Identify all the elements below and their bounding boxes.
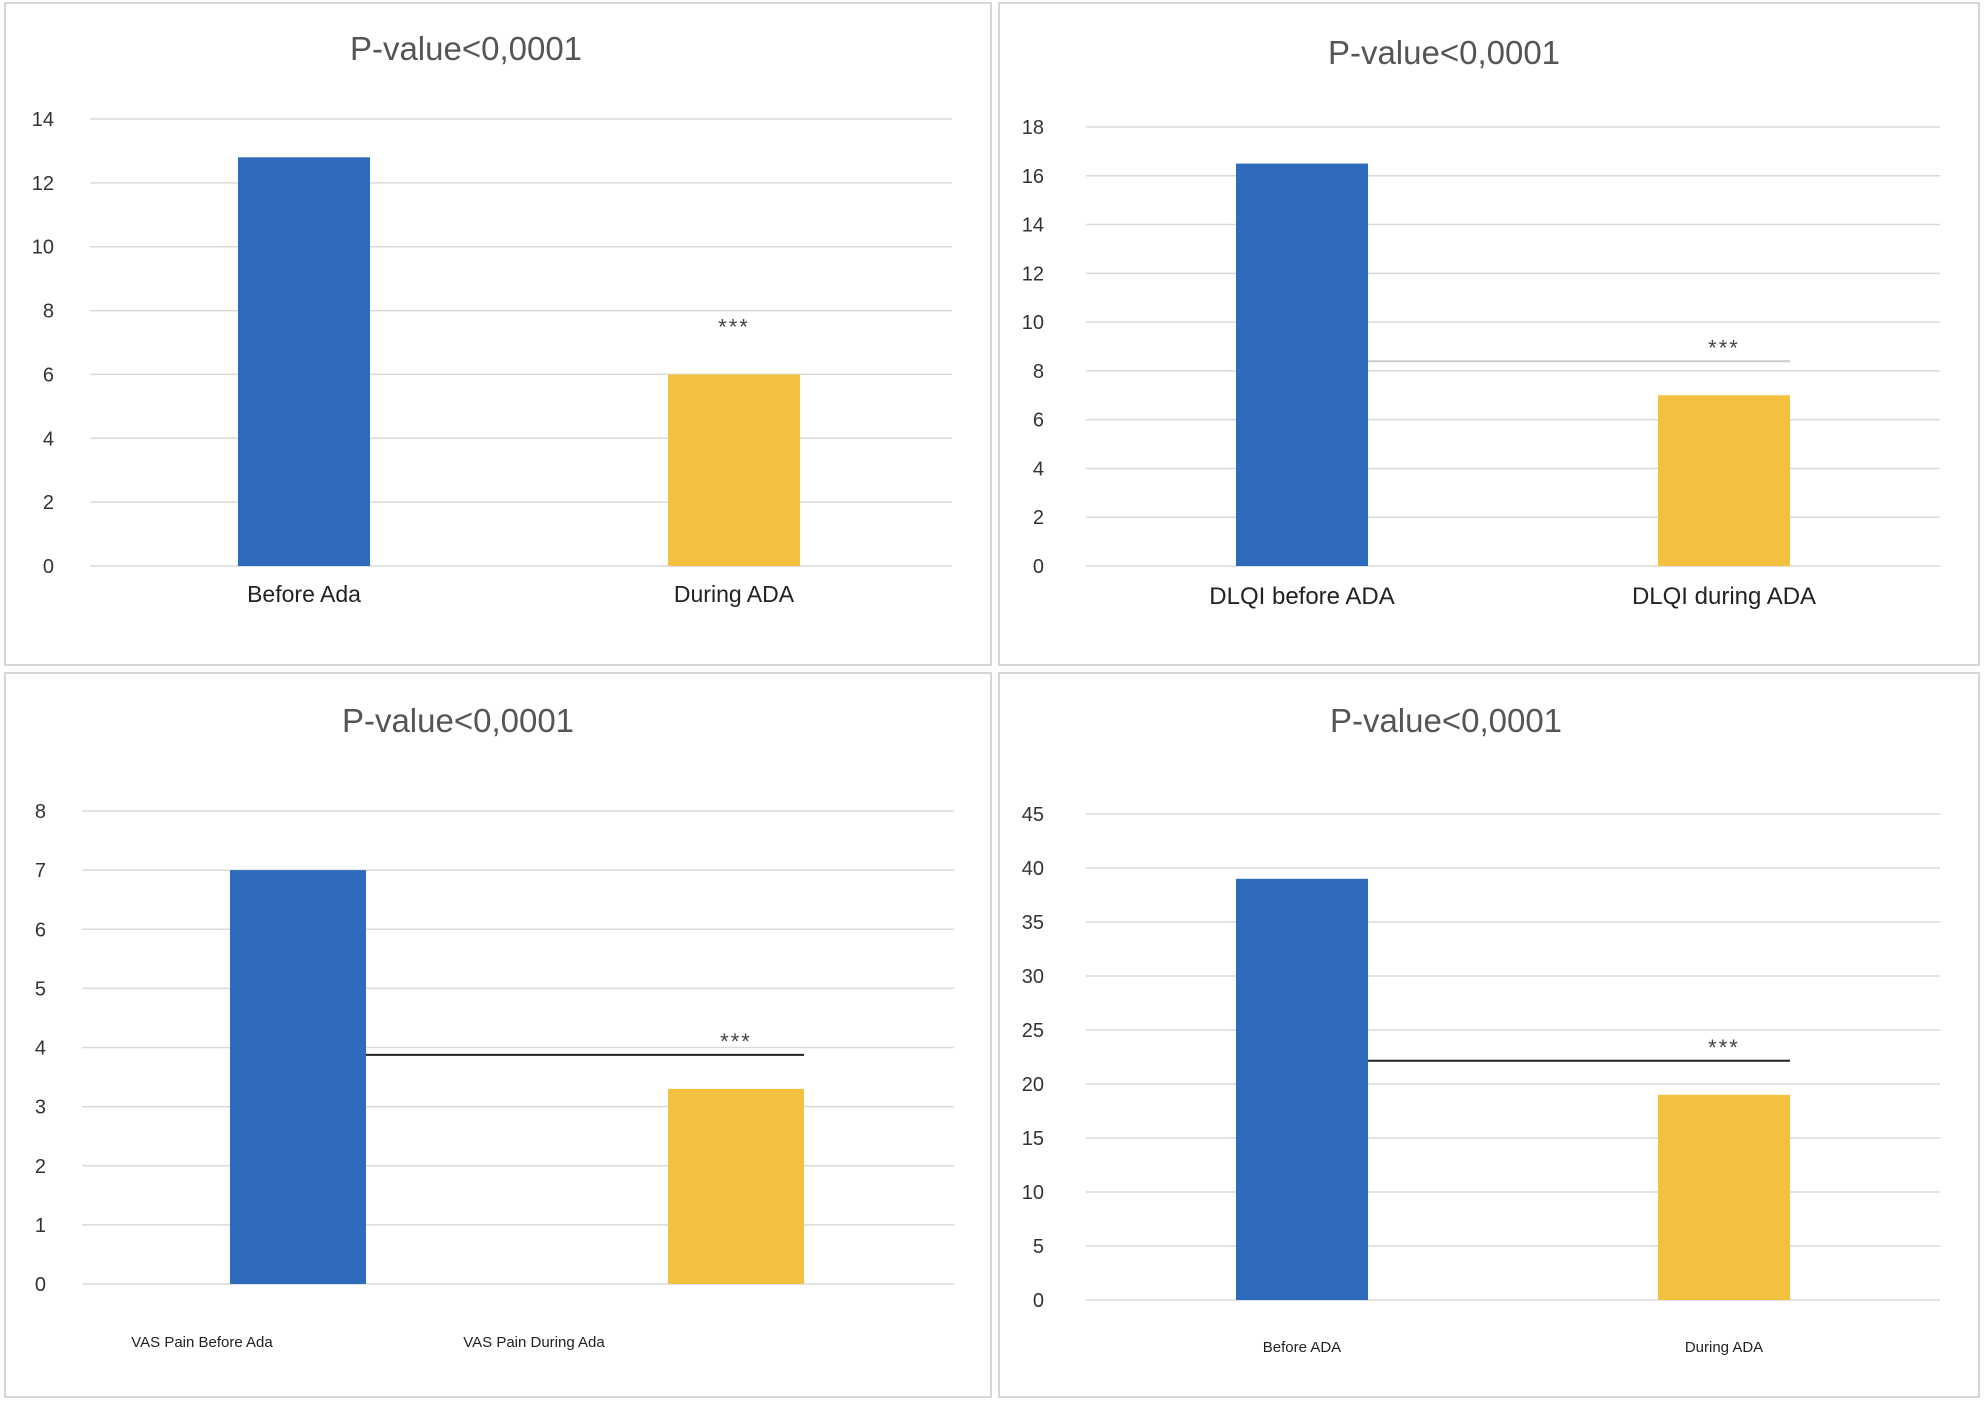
y-tick-label: 6 — [35, 919, 46, 941]
significance-marker: *** — [720, 1029, 752, 1054]
bar-1 — [238, 157, 370, 567]
chart-title: P-value<0,0001 — [342, 702, 574, 739]
y-tick-label: 12 — [32, 173, 54, 195]
y-tick-label: 3 — [35, 1097, 46, 1119]
y-tick-label: 0 — [1033, 1290, 1044, 1312]
plot-area: 0 1 2 3 4 5 6 7 8 VAS Pain Before Ada VAS Pain Dur… — [35, 801, 954, 1351]
chart-panel-1: P-value<0,0001 0 2 4 6 8 10 12 14 Before Ada Duri… — [4, 2, 992, 666]
y-tick-label: 16 — [1022, 166, 1044, 188]
chart-svg: P-value<0,0001 0 1 2 3 4 5 6 7 8 VAS Pain Before … — [35, 702, 954, 1351]
y-tick-label: 6 — [1033, 410, 1044, 432]
chart-title: P-value<0,0001 — [1330, 702, 1562, 739]
y-tick-label: 20 — [1022, 1074, 1044, 1096]
y-tick-label: 18 — [1022, 117, 1044, 139]
y-tick-label: 25 — [1022, 1020, 1044, 1042]
y-tick-label: 45 — [1022, 804, 1044, 826]
y-tick-label: 2 — [1033, 507, 1044, 529]
bar-1 — [230, 870, 366, 1284]
category-label: DLQI during ADA — [1632, 583, 1816, 610]
y-tick-label: 15 — [1022, 1128, 1044, 1150]
y-tick-label: 10 — [1022, 1182, 1044, 1204]
category-label: During ADA — [1685, 1339, 1763, 1356]
y-tick-label: 10 — [1022, 312, 1044, 334]
y-tick-label: 7 — [35, 860, 46, 882]
bar-1 — [1236, 163, 1368, 567]
y-tick-label: 2 — [35, 1156, 46, 1178]
y-tick-label: 40 — [1022, 858, 1044, 880]
y-tick-label: 4 — [35, 1038, 46, 1060]
y-tick-label: 1 — [35, 1215, 46, 1237]
significance-marker: *** — [1708, 1035, 1740, 1060]
plot-area: 0 2 4 6 8 10 12 14 16 18 DLQI before ADA DLQI durin… — [1022, 117, 1940, 610]
chart-title: P-value<0,0001 — [1328, 34, 1560, 71]
y-tick-label: 12 — [1022, 263, 1044, 285]
category-label: DLQI before ADA — [1209, 583, 1394, 610]
significance-marker: *** — [718, 314, 750, 339]
plot-area: 0 2 4 6 8 10 12 14 Before Ada During ADA *** — [32, 109, 952, 607]
category-label: VAS Pain Before Ada — [131, 1334, 273, 1351]
y-tick-label: 14 — [32, 109, 54, 131]
y-tick-label: 8 — [1033, 361, 1044, 383]
y-tick-label: 5 — [1033, 1236, 1044, 1258]
y-tick-label: 4 — [1033, 458, 1044, 480]
y-tick-label: 30 — [1022, 966, 1044, 988]
chart-panel-3: P-value<0,0001 0 1 2 3 4 5 6 7 8 VAS Pain Before … — [4, 672, 992, 1398]
y-tick-label: 10 — [32, 237, 54, 259]
y-tick-label: 5 — [35, 978, 46, 1000]
category-label: Before Ada — [247, 581, 361, 607]
y-tick-label: 8 — [35, 801, 46, 823]
plot-area: 0 5 10 15 20 25 30 35 40 45 Before ADA During ADA **… — [1022, 804, 1940, 1356]
bar-1 — [1236, 878, 1368, 1300]
chart-svg: P-value<0,0001 0 2 4 6 8 10 12 14 Before Ada Duri… — [32, 30, 952, 607]
category-label: During ADA — [674, 581, 795, 607]
bar-2 — [668, 374, 800, 566]
y-tick-label: 14 — [1022, 215, 1044, 237]
y-tick-label: 35 — [1022, 912, 1044, 934]
chart-title: P-value<0,0001 — [350, 30, 582, 67]
chart-panel-2: P-value<0,0001 0 2 4 6 8 10 12 14 16 18 DLQI befor… — [998, 2, 1980, 666]
category-label: Before ADA — [1263, 1339, 1341, 1356]
chart-panel-4: P-value<0,0001 0 5 10 15 20 25 30 35 40 45 Before … — [998, 672, 1980, 1398]
y-tick-label: 0 — [35, 1274, 46, 1296]
significance-marker: *** — [1708, 335, 1740, 360]
category-label: VAS Pain During Ada — [463, 1334, 605, 1351]
y-tick-label: 4 — [43, 428, 54, 450]
y-tick-label: 2 — [43, 492, 54, 514]
y-tick-label: 8 — [43, 301, 54, 323]
y-tick-label: 0 — [43, 556, 54, 578]
bar-2 — [1658, 395, 1790, 566]
bar-2 — [668, 1088, 804, 1284]
chart-svg: P-value<0,0001 0 5 10 15 20 25 30 35 40 45 Before … — [1022, 702, 1940, 1356]
bar-2 — [1658, 1094, 1790, 1300]
y-tick-label: 6 — [43, 364, 54, 386]
y-tick-label: 0 — [1033, 556, 1044, 578]
chart-svg: P-value<0,0001 0 2 4 6 8 10 12 14 16 18 DLQI befor… — [1022, 34, 1940, 610]
